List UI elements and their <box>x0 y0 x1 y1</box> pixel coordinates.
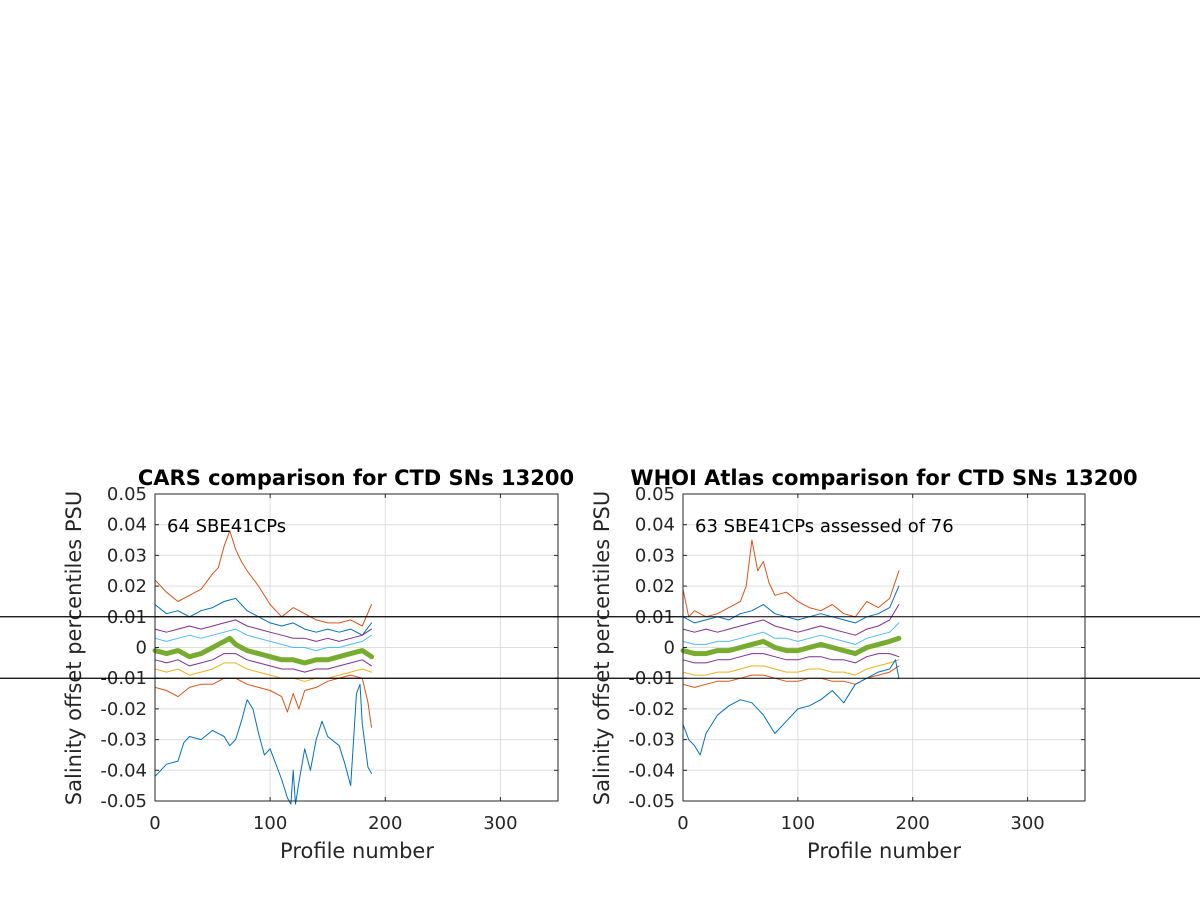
y-tick-label: -0.03 <box>100 730 147 751</box>
x-tick-label: 300 <box>1010 813 1044 834</box>
y-tick-label: 0 <box>664 638 675 659</box>
percentile-line-2 <box>154 619 372 642</box>
y-tick-label: 0.03 <box>635 545 675 566</box>
y-tick-label: -0.04 <box>100 760 147 781</box>
percentile-line-0 <box>154 530 372 627</box>
y-tick-label: -0.05 <box>628 791 675 812</box>
y-tick-label: 0 <box>136 638 147 659</box>
percentile-line-3 <box>154 628 372 652</box>
y-tick-label: -0.04 <box>628 760 675 781</box>
y-tick-label: 0.04 <box>635 515 675 536</box>
x-axis-label: Profile number <box>280 839 434 863</box>
axes-frame <box>682 493 1086 802</box>
x-tick-label: 100 <box>253 813 287 834</box>
percentile-line-1 <box>682 585 900 624</box>
y-tick-label: -0.03 <box>628 730 675 751</box>
percentile-line-0 <box>682 539 900 618</box>
chart-title: CARS comparison for CTD SNs 13200 <box>138 466 574 490</box>
y-tick-label: 0.04 <box>107 515 147 536</box>
y-axis-label: Salinity offset percentiles PSU <box>590 491 614 805</box>
sensor-count-annotation: 64 SBE41CPs <box>167 516 286 537</box>
x-tick-label: 0 <box>677 813 688 834</box>
y-tick-label: -0.02 <box>100 699 147 720</box>
percentile-line-6 <box>154 662 372 682</box>
percentile-line-8 <box>154 683 372 805</box>
series-group <box>680 539 902 756</box>
x-tick-label: 0 <box>149 813 160 834</box>
y-tick-label: 0.02 <box>635 576 675 597</box>
y-tick-label: 0.05 <box>635 484 675 505</box>
median-line-4 <box>152 635 374 666</box>
percentile-line-1 <box>154 597 372 636</box>
cars-comparison-chart: 0 100 200 3000.050.040.030.020.010-0.01-0.0… <box>0 466 1200 863</box>
percentile-line-7 <box>154 674 372 728</box>
axes-frame <box>154 493 559 802</box>
sensor-count-annotation: 63 SBE41CPs assessed of 76 <box>695 516 954 537</box>
percentile-line-8 <box>682 659 900 756</box>
y-tick-label: 0.02 <box>107 576 147 597</box>
percentile-line-3 <box>682 622 900 645</box>
x-tick-label: 100 <box>781 813 815 834</box>
y-axis-label: Salinity offset percentiles PSU <box>62 491 86 805</box>
percentile-line-6 <box>682 659 900 676</box>
percentile-line-5 <box>154 653 372 673</box>
y-tick-label: -0.05 <box>100 791 147 812</box>
median-line-4 <box>680 635 902 657</box>
y-tick-label: 0.03 <box>107 545 147 566</box>
x-tick-label: 300 <box>483 813 517 834</box>
y-tick-label: -0.02 <box>628 699 675 720</box>
x-tick-label: 200 <box>896 813 930 834</box>
y-tick-label: 0.05 <box>107 484 147 505</box>
series-group <box>152 530 374 805</box>
x-axis-label: Profile number <box>807 839 961 863</box>
percentile-line-5 <box>682 653 900 664</box>
x-tick-label: 200 <box>368 813 402 834</box>
whoi-atlas-comparison-chart: 0 100 200 3000.050.040.030.020.010-0.01-0.0… <box>0 466 1200 863</box>
chart-title: WHOI Atlas comparison for CTD SNs 13200 <box>630 466 1137 490</box>
percentile-line-2 <box>682 604 900 636</box>
